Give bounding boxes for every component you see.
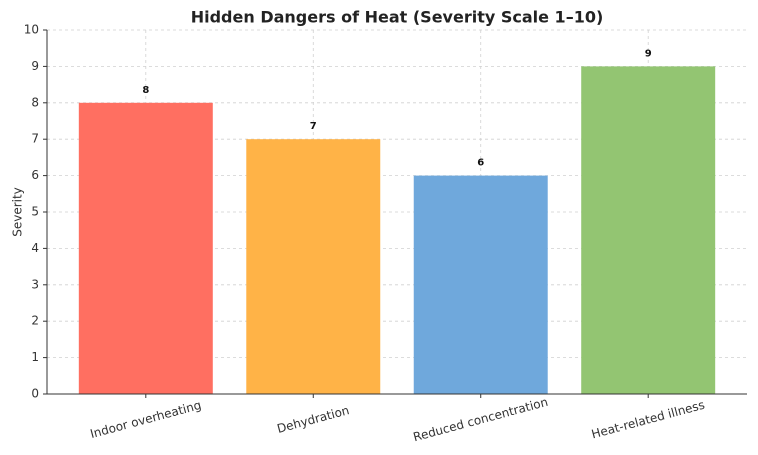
y-tick-label: 0 — [31, 387, 39, 401]
x-tick-label: Indoor overheating — [89, 398, 203, 441]
y-tick-label: 9 — [31, 59, 39, 73]
y-tick-label: 3 — [31, 277, 39, 291]
x-tick-label: Dehydration — [275, 403, 350, 436]
y-tick-label: 10 — [24, 23, 39, 37]
y-tick-label: 2 — [31, 314, 39, 328]
y-axis-label: Severity — [11, 187, 25, 237]
x-tick-label: Reduced concentration — [412, 395, 550, 444]
x-tick-label: Heat-related illness — [590, 398, 706, 442]
y-tick-label: 1 — [31, 350, 39, 364]
chart-title: Hidden Dangers of Heat (Severity Scale 1… — [191, 8, 604, 27]
y-tick-label: 8 — [31, 95, 39, 109]
value-label: 7 — [310, 121, 317, 132]
y-tick-label: 5 — [31, 205, 39, 219]
value-label: 6 — [477, 158, 484, 169]
value-label: 9 — [645, 48, 652, 59]
y-tick-label: 4 — [31, 241, 39, 255]
bar — [581, 66, 716, 395]
bar — [246, 139, 381, 394]
bar — [78, 102, 213, 395]
bar — [413, 175, 548, 394]
y-tick-label: 6 — [31, 168, 39, 182]
value-label: 8 — [142, 85, 149, 96]
y-tick-label: 7 — [31, 132, 39, 146]
